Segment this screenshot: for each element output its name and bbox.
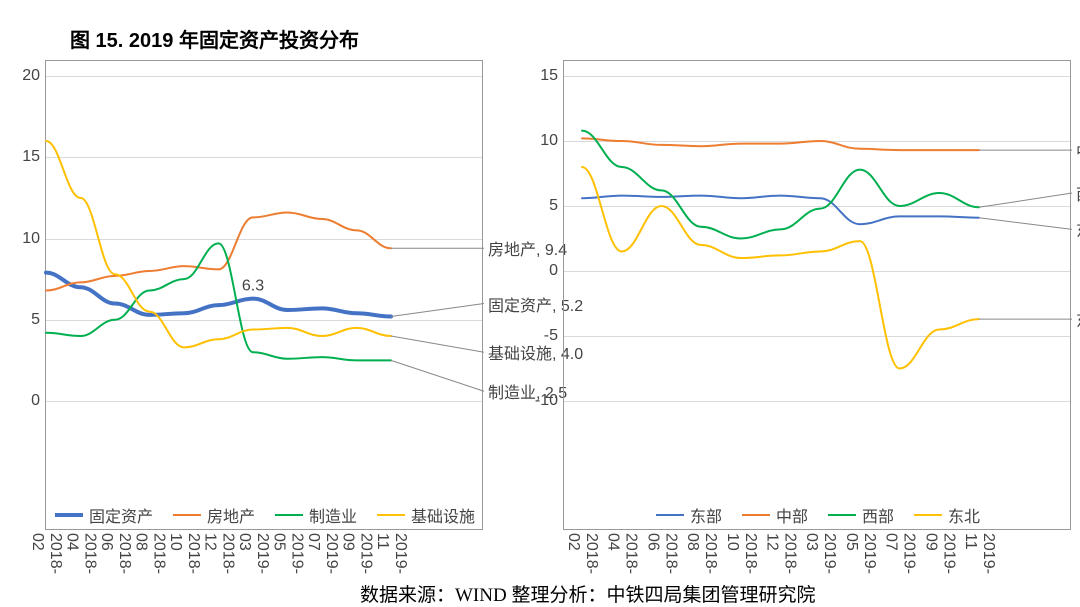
plot-svg [564, 61, 1072, 531]
x-tick: 2018-06 [97, 533, 133, 574]
legend-item-northeast: 东北 [914, 503, 980, 527]
x-tick: 2019-11 [373, 533, 409, 574]
legend-item-real-estate: 房地产 [173, 503, 255, 527]
legend-item-manufacturing: 制造业 [275, 503, 357, 527]
x-tick: 2018-08 [683, 533, 719, 574]
y-tick: 15 [540, 67, 558, 85]
legend-item-infrastructure: 基础设施 [377, 503, 475, 527]
legend-label: 中部 [776, 503, 808, 527]
legend-label: 制造业 [309, 503, 357, 527]
legend-label: 西部 [862, 503, 894, 527]
x-tick: 2019-07 [882, 533, 918, 574]
x-tick: 2018-12 [763, 533, 799, 574]
y-tick: 5 [31, 311, 40, 329]
chart-right: -10-50510152018-022018-042018-062018-082… [563, 60, 1071, 530]
x-tick: 2019-07 [304, 533, 340, 574]
end-label-central: 中部, 9.3 [1076, 138, 1080, 162]
x-tick: 2018-12 [201, 533, 237, 574]
legend-swatch [656, 514, 684, 516]
data-source: 数据来源：WIND 整理分析：中铁四局集团管理研究院 [360, 580, 815, 607]
end-label-west: 西部, 4.9 [1076, 181, 1080, 205]
legend-label: 东北 [948, 503, 980, 527]
series-manufacturing [46, 243, 391, 360]
end-label-east: 东部, 4.1 [1076, 217, 1080, 241]
annotation: 6.3 [242, 277, 264, 295]
x-tick: 2019-05 [270, 533, 306, 574]
legend-label: 基础设施 [411, 503, 475, 527]
legend-label: 房地产 [207, 503, 255, 527]
y-tick: 0 [549, 262, 558, 280]
chart-left: 051015202018-022018-042018-062018-082018… [45, 60, 483, 530]
y-tick: 10 [540, 132, 558, 150]
y-tick: 0 [31, 392, 40, 410]
end-label-northeast: 东北, -3.7 [1076, 307, 1080, 331]
y-tick: -10 [535, 392, 558, 410]
y-tick: 15 [22, 148, 40, 166]
legend-swatch [275, 514, 303, 516]
legend-swatch [742, 514, 770, 516]
legend-swatch [377, 514, 405, 516]
y-tick: 20 [22, 67, 40, 85]
y-tick: 5 [549, 197, 558, 215]
series-west [582, 131, 979, 239]
legend-swatch [55, 513, 83, 517]
plot-svg [46, 61, 484, 531]
legend-swatch [828, 514, 856, 516]
legend: 固定资产 房地产 制造业 基础设施 [46, 503, 484, 527]
legend-label: 东部 [690, 503, 722, 527]
legend: 东部 中部 西部 东北 [564, 503, 1072, 527]
x-tick: 2019-11 [961, 533, 997, 574]
x-tick: 2019-09 [921, 533, 957, 574]
x-tick: 2019-05 [842, 533, 878, 574]
chart-title: 图 15. 2019 年固定资产投资分布 [70, 24, 359, 53]
x-tick: 2019-09 [339, 533, 375, 574]
end-label-real-estate: 房地产, 9.4 [488, 236, 567, 260]
x-tick: 2018-10 [166, 533, 202, 574]
x-tick: 2018-10 [723, 533, 759, 574]
x-tick: 2018-04 [63, 533, 99, 574]
legend-swatch [173, 514, 201, 516]
x-tick: 2019-03 [235, 533, 271, 574]
y-tick: -5 [544, 327, 558, 345]
x-tick: 2018-08 [132, 533, 168, 574]
legend-item-fixed-assets: 固定资产 [55, 503, 153, 527]
x-tick: 2018-02 [28, 533, 64, 574]
legend-item-west: 西部 [828, 503, 894, 527]
x-tick: 2019-03 [802, 533, 838, 574]
series-central [582, 138, 979, 150]
legend-item-central: 中部 [742, 503, 808, 527]
legend-item-east: 东部 [656, 503, 722, 527]
x-tick: 2018-06 [643, 533, 679, 574]
x-tick: 2018-02 [564, 533, 600, 574]
legend-swatch [914, 514, 942, 516]
legend-label: 固定资产 [89, 503, 153, 527]
y-tick: 10 [22, 230, 40, 248]
series-real-estate [46, 213, 391, 291]
x-tick: 2018-04 [604, 533, 640, 574]
